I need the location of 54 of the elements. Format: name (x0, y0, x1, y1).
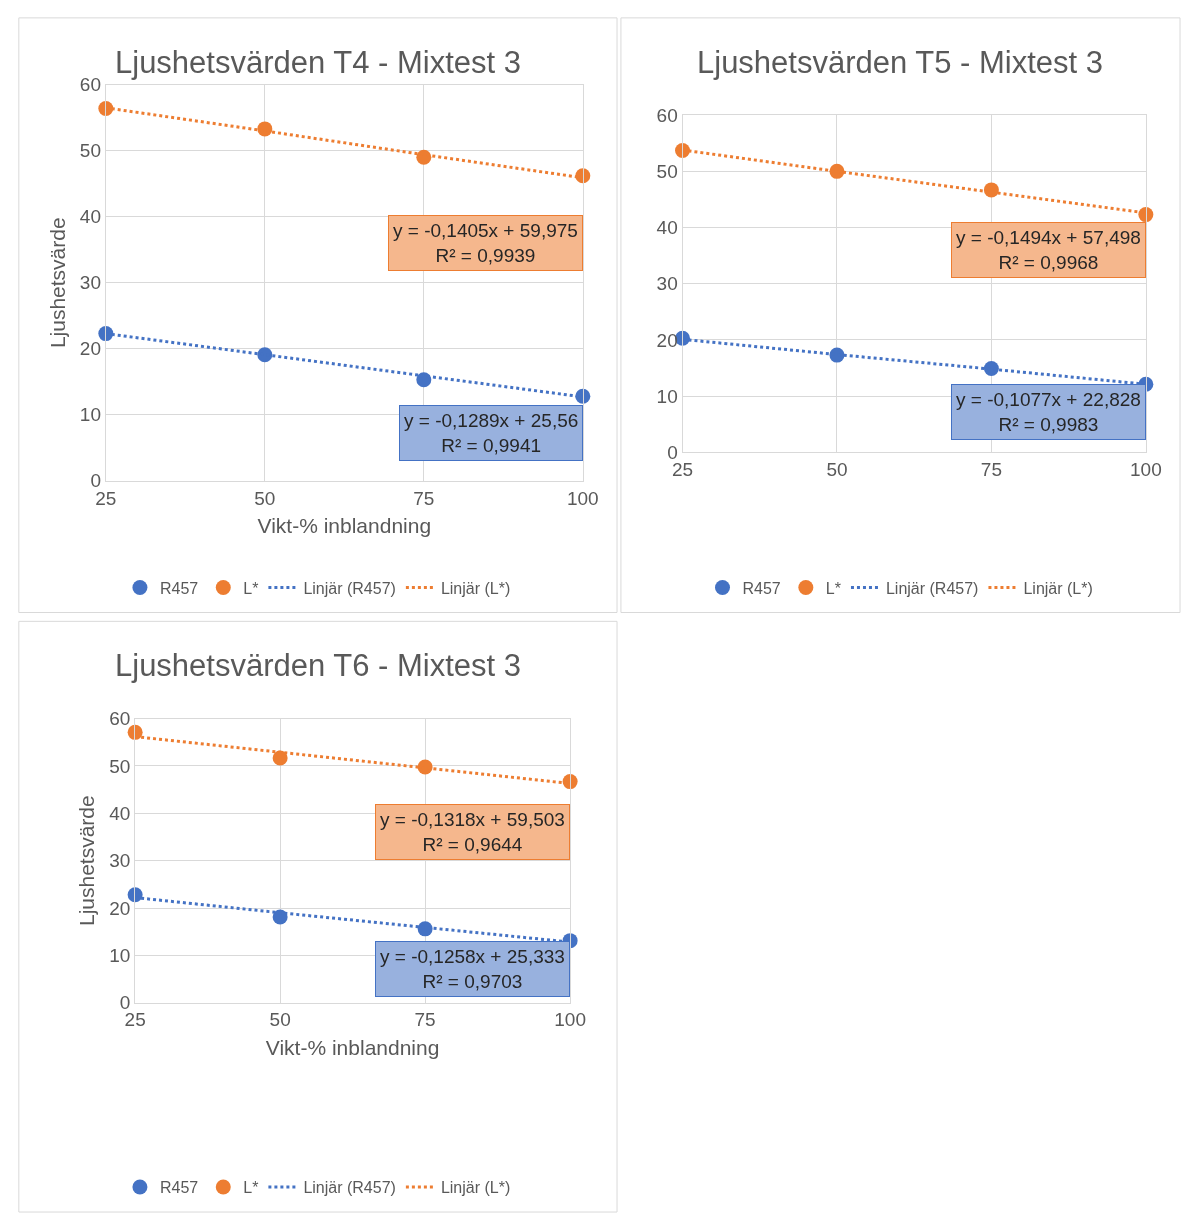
x-axis-title: Vikt-% inblandning (265, 1035, 440, 1059)
y-tick-label: 50 (79, 140, 102, 162)
y-tick-label: 20 (109, 897, 131, 919)
y-tick-label: 40 (109, 802, 131, 824)
x-tick-label: 50 (826, 459, 848, 481)
y-tick-label: 10 (79, 404, 102, 426)
legend-label: Linjär (R457) (303, 1179, 396, 1197)
chart-title: Ljushetsvärden T6 - Mixtest 3 (115, 648, 522, 683)
annotation: y = -0,1258x + 25,333 R² = 0,9703 (380, 946, 565, 992)
y-tick-label: 60 (79, 74, 102, 96)
y-tick-label: 40 (79, 206, 102, 228)
x-tick-label: 75 (413, 487, 435, 509)
y-tick-label: 30 (109, 850, 131, 872)
y-axis-title: Ljushetsvärde (75, 795, 99, 927)
legend-label: R457 (742, 579, 781, 597)
x-tick-label: 50 (269, 1009, 291, 1031)
annotation: y = -0,1405x + 59,975 R² = 0,9939 (393, 220, 578, 266)
y-tick-label: 10 (109, 944, 131, 966)
y-tick-label: 20 (79, 338, 102, 360)
y-tick-label: 50 (656, 161, 678, 183)
x-tick-label: 75 (414, 1009, 436, 1031)
legend-label: Linjär (R457) (885, 579, 979, 597)
y-tick-label: 60 (109, 708, 131, 730)
annotation: y = -0,1289x + 25,56 R² = 0,9941 (404, 410, 579, 456)
legend-label: L* (243, 579, 259, 597)
legend-label: R457 (159, 579, 199, 597)
x-tick-label: 50 (254, 487, 276, 509)
legend-label: Linjär (L*) (440, 579, 511, 597)
y-tick-label: 30 (656, 273, 678, 295)
x-tick-label: 100 (1129, 459, 1162, 481)
legend-label: Linjär (R457) (303, 579, 396, 597)
x-axis-title: Vikt-% inblandning (257, 513, 432, 537)
y-tick-label: 10 (656, 385, 678, 407)
legend-label: R457 (159, 1179, 199, 1197)
chart-title: Ljushetsvärden T5 - Mixtest 3 (697, 45, 1104, 80)
chart-title: Ljushetsvärden T4 - Mixtest 3 (115, 45, 522, 80)
x-tick-label: 100 (566, 487, 599, 509)
annotation: y = -0,1077x + 22,828 R² = 0,9983 (956, 389, 1141, 435)
x-tick-label: 100 (554, 1009, 586, 1031)
legend-label: Linjär (L*) (1023, 579, 1093, 597)
legend-label: L* (825, 579, 841, 597)
point (983, 361, 999, 377)
y-tick-label: 20 (656, 329, 678, 351)
y-tick-label: 50 (109, 755, 131, 777)
annotation: y = -0,1494x + 57,498 R² = 0,9968 (956, 227, 1141, 273)
annotation: y = -0,1318x + 59,503 R² = 0,9644 (380, 809, 565, 855)
legend-label: L* (243, 1179, 259, 1197)
y-tick-label: 30 (79, 272, 102, 294)
y-tick-label: 40 (656, 217, 678, 239)
x-tick-label: 75 (980, 459, 1002, 481)
y-axis-title: Ljushetsvärde (46, 217, 70, 349)
point (272, 750, 288, 766)
y-tick-label: 60 (656, 104, 678, 126)
legend-label: Linjär (L*) (440, 1179, 511, 1197)
